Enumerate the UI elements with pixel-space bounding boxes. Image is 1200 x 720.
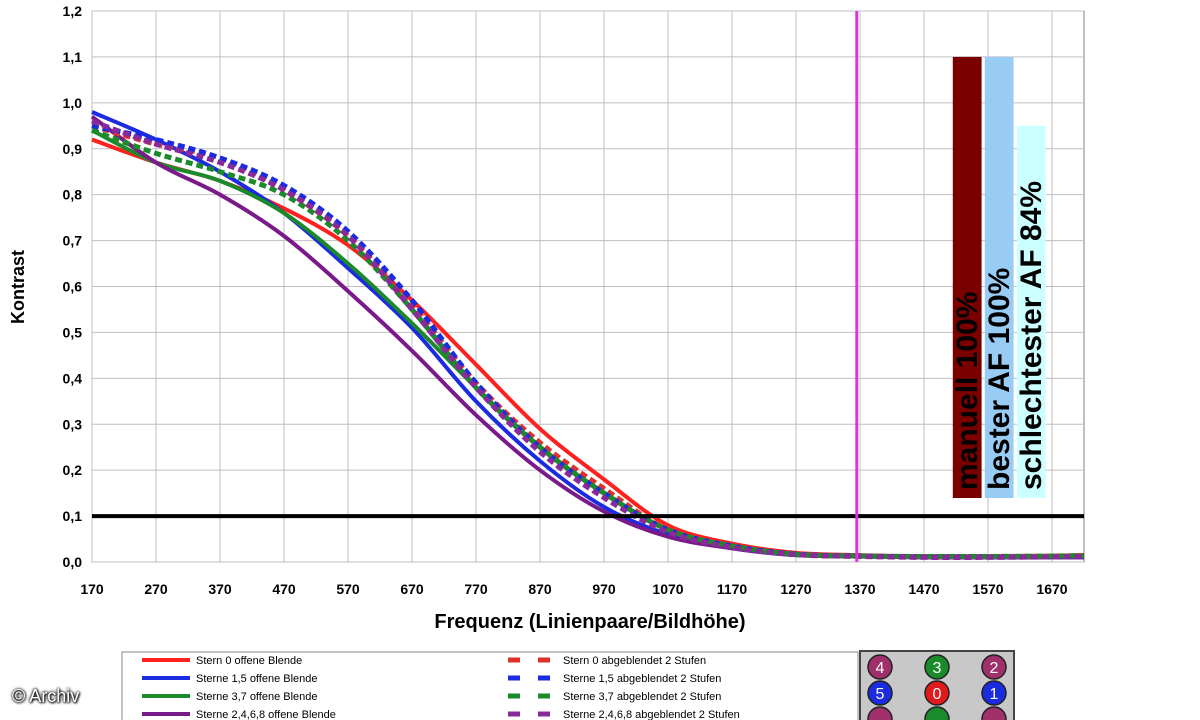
x-tick-label: 1670	[1036, 581, 1067, 597]
series-line	[91, 118, 1085, 560]
legend-entry: Stern 0 offene Blende	[196, 655, 302, 667]
badge-label: 4	[876, 660, 885, 677]
series-lines	[90, 110, 1085, 560]
x-tick-label: 1170	[717, 581, 748, 597]
y-tick-label: 0,9	[63, 141, 83, 157]
y-tick-label: 0,7	[63, 233, 83, 249]
legend-entry: Sterne 2,4,6,8 offene Blende	[196, 709, 336, 720]
x-axis-label: Frequenz (Linienpaare/Bildhöhe)	[434, 611, 745, 633]
x-tick-label: 1270	[780, 581, 811, 597]
y-tick-label: 0,6	[63, 279, 83, 295]
badge-label: 0	[933, 686, 942, 703]
legend-entry: Sterne 1,5 offene Blende	[196, 673, 318, 685]
x-tick-label: 970	[592, 581, 616, 597]
bars: manuell 100% bester AF 100%schlechtester …	[951, 56, 1048, 499]
badge-label: 2	[990, 660, 999, 677]
y-tick-label: 0,1	[63, 508, 83, 524]
badge-circle	[981, 680, 1007, 706]
badge-label: 5	[876, 686, 885, 703]
badge-circle	[981, 654, 1007, 680]
y-tick-label: 0,8	[63, 187, 83, 203]
y-tick-label: 1,0	[63, 95, 83, 111]
badge-grid: 4 3 2 5 0 1	[859, 650, 1015, 720]
legend-entry: Sterne 1,5 abgeblendet 2 Stufen	[563, 673, 721, 685]
legend: Stern 0 offene Blende Sterne 1,5 offene B…	[121, 651, 859, 720]
legend-entry: Sterne 2,4,6,8 abgeblendet 2 Stufen	[563, 709, 740, 720]
reference-lines	[92, 11, 1084, 562]
x-tick-label: 370	[208, 581, 232, 597]
badge-circle	[867, 680, 893, 706]
bar-label: schlechtester AF 84%	[1015, 181, 1048, 490]
legend-entry: Sterne 3,7 abgeblendet 2 Stufen	[563, 691, 721, 703]
y-tick-label: 0,4	[63, 370, 83, 386]
bar	[984, 56, 1014, 499]
badge-circle	[924, 680, 950, 706]
x-tick-label: 770	[464, 581, 488, 597]
x-tick-label: 470	[272, 581, 296, 597]
y-tick-label: 1,1	[63, 49, 83, 65]
legend-entry: Stern 0 abgeblendet 2 Stufen	[563, 655, 706, 667]
credit-text: © Archiv	[12, 686, 80, 706]
x-tick-label: 570	[336, 581, 360, 597]
tick-labels: 170 270 370 470 570 670 770 870 970 1070 1170 1270 1…	[63, 3, 1068, 597]
bar-label: bester AF 100%	[983, 268, 1016, 490]
y-axis-label: Kontrast	[8, 250, 28, 324]
badge-circle	[924, 706, 950, 720]
y-tick-label: 0,2	[63, 462, 83, 478]
badge-label: 3	[933, 660, 942, 677]
series-line	[91, 123, 1085, 560]
badge-circle	[867, 706, 893, 720]
badge-circle	[981, 706, 1007, 720]
x-tick-label: 670	[400, 581, 424, 597]
legend-frame	[121, 651, 859, 720]
badge-circle	[924, 654, 950, 680]
x-tick-label: 170	[80, 581, 104, 597]
bar	[952, 56, 982, 499]
bar	[1016, 125, 1046, 499]
x-tick-label: 1370	[844, 581, 875, 597]
y-tick-label: 1,2	[63, 3, 83, 19]
badge-circle	[867, 654, 893, 680]
bar-label: manuell 100%	[951, 292, 984, 490]
x-tick-label: 1470	[908, 581, 939, 597]
y-tick-label: 0,3	[63, 416, 83, 432]
y-tick-label: 0,5	[63, 324, 83, 340]
x-tick-label: 1570	[972, 581, 1003, 597]
x-tick-label: 1070	[652, 581, 683, 597]
x-tick-label: 870	[528, 581, 552, 597]
x-tick-label: 270	[144, 581, 168, 597]
legend-entry: Sterne 3,7 offene Blende	[196, 691, 318, 703]
y-tick-label: 0,0	[63, 554, 83, 570]
badge-label: 1	[990, 686, 999, 703]
